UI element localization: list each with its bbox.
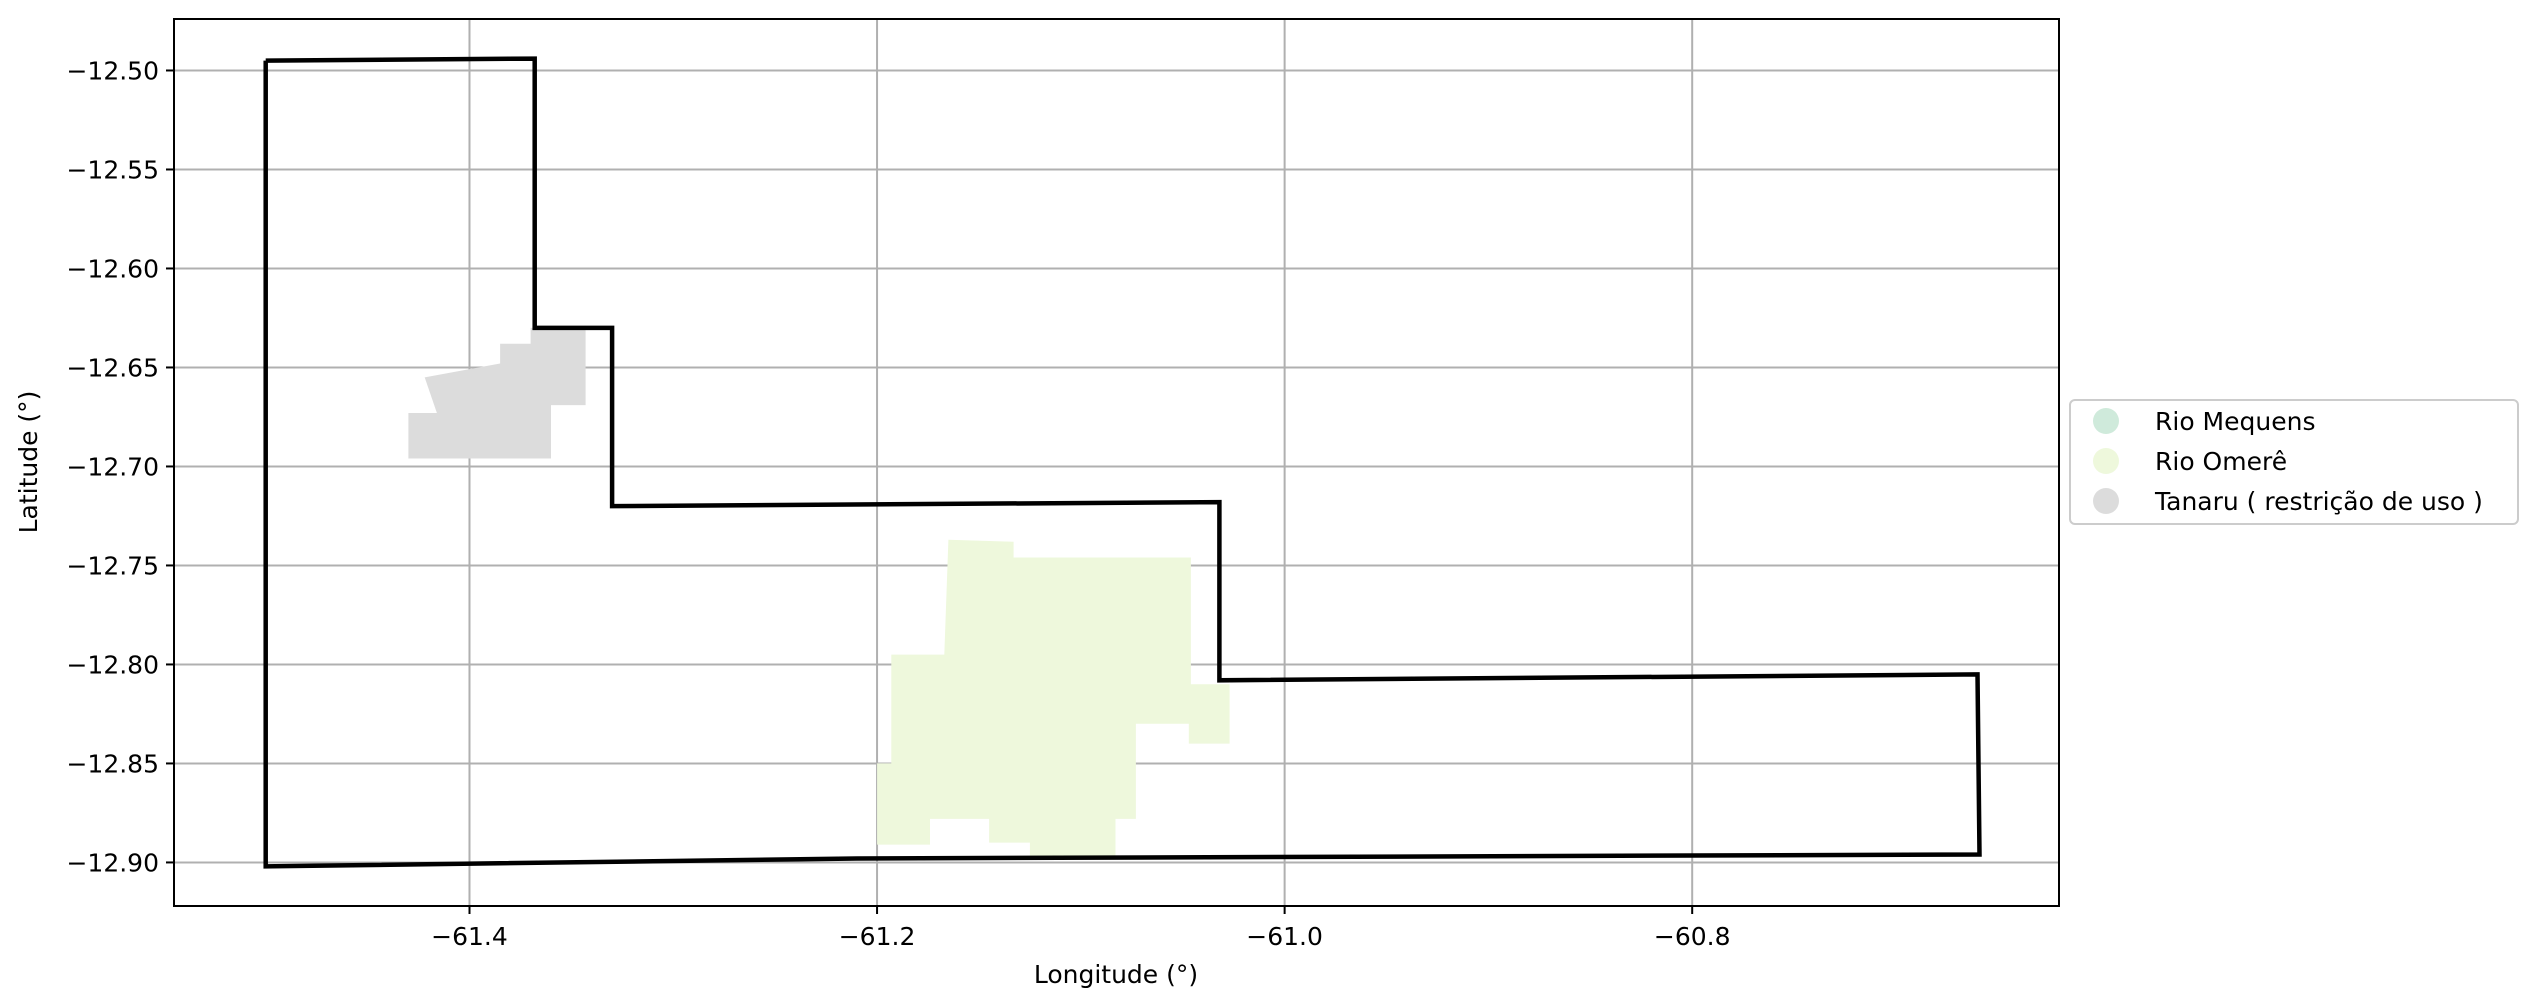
y-tick-label: −12.80 [66,650,159,679]
legend-label: Rio Omerê [2155,447,2287,476]
y-tick-label: −12.50 [66,56,159,85]
x-tick-label: −60.8 [1654,922,1731,951]
legend-label: Rio Mequens [2155,407,2315,436]
area-polygon [877,539,1230,859]
y-tick-label: −12.85 [66,749,159,778]
legend-marker [2093,448,2119,474]
y-tick-label: −12.60 [66,254,159,283]
legend-marker [2093,488,2119,514]
legend-label: Tanaru ( restrição de uso ) [2154,487,2483,516]
x-tick-label: −61.4 [431,922,508,951]
x-axis-label: Longitude (°) [1034,960,1198,989]
y-tick-label: −12.55 [66,155,159,184]
y-tick-label: −12.90 [66,848,159,877]
legend-frame [2069,399,2519,525]
area-polygon [408,325,586,459]
legend-marker [2093,408,2119,434]
y-tick-label: −12.75 [66,551,159,580]
legend: Rio Mequens Rio Omerê Tanaru ( restrição d… [2069,399,2519,525]
area-layers [408,325,1230,859]
x-tick-label: −61.2 [839,922,916,951]
boundary-layer [263,56,1982,869]
y-axis-label: Latitude (°) [14,391,43,534]
x-tick-label: −61.0 [1246,922,1323,951]
y-tick-label: −12.70 [66,452,159,481]
x-axis: −61.4 −61.2 −61.0 −60.8 [431,906,1731,951]
plot-frame [173,18,2060,907]
y-axis: −12.50 −12.55 −12.60 −12.65 −12.70 −12.75 −12.… [66,56,174,877]
boundary-outline [263,56,1982,869]
y-tick-label: −12.65 [66,353,159,382]
